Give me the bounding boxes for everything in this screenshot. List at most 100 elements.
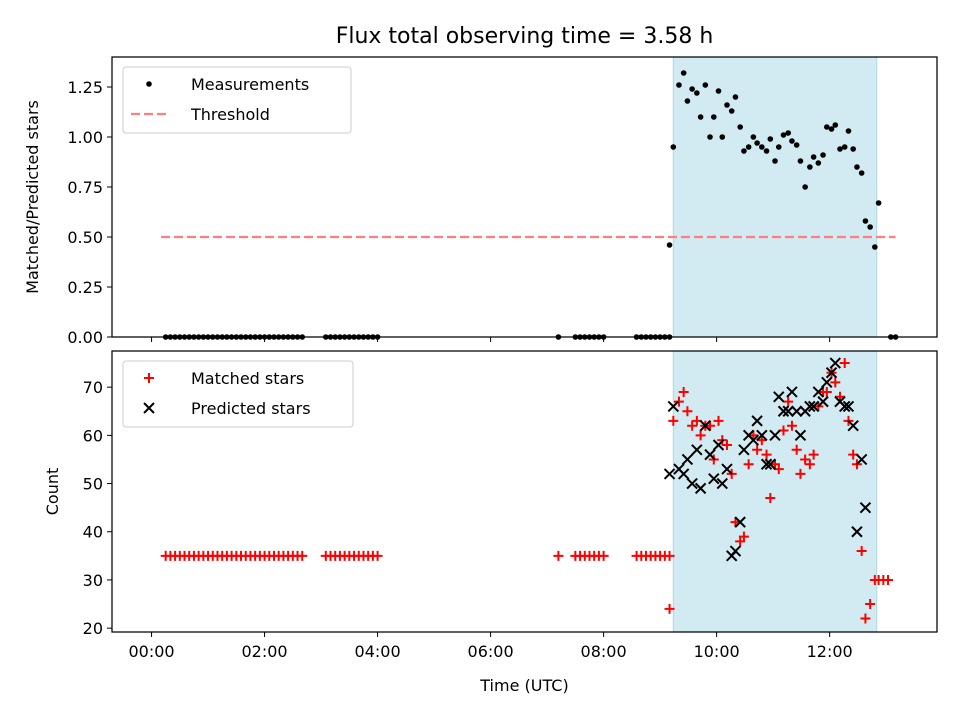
predicted-star-point xyxy=(838,400,851,413)
predicted-star-point xyxy=(667,400,680,413)
y-tick-label: 50 xyxy=(83,475,103,494)
matched-star-point xyxy=(297,550,308,561)
bottom-panel: 20 30 40 50 60 70 00:00 02:00 04:00 06:00 08:00 10… xyxy=(43,350,938,695)
predicted-star-point xyxy=(859,501,872,514)
legend-marker-measurements xyxy=(146,81,152,87)
predicted-star-point xyxy=(764,458,777,470)
matched-star-point xyxy=(883,574,894,585)
measurement-point xyxy=(728,108,735,114)
measurement-point xyxy=(745,144,752,150)
measurement-point xyxy=(670,144,677,150)
predicted-star-point xyxy=(825,366,838,379)
measurement-point xyxy=(793,142,800,148)
predicted-star-point xyxy=(855,453,868,466)
top-x-ticks xyxy=(151,337,831,342)
y-tick-label: 0.50 xyxy=(67,228,103,247)
matched-star-point xyxy=(834,391,845,402)
matched-star-point xyxy=(668,415,679,426)
x-tick-label: 00:00 xyxy=(129,642,175,661)
matched-star-point xyxy=(713,415,724,426)
matched-star-point xyxy=(687,420,698,431)
predicted-star-point xyxy=(663,468,676,480)
measurement-point xyxy=(715,88,722,94)
y-tick-label: 1.25 xyxy=(67,78,103,97)
predicted-star-point xyxy=(756,429,768,442)
matched-star-point xyxy=(761,449,772,460)
measurement-point xyxy=(684,98,691,104)
matched-star-point xyxy=(839,358,850,369)
legend-label: Threshold xyxy=(190,105,270,124)
predicted-star-point xyxy=(829,357,841,369)
predicted-star-point xyxy=(812,386,825,398)
y-tick-label: 30 xyxy=(83,571,103,590)
y-tick-label: 40 xyxy=(83,523,103,542)
matched-star-point xyxy=(795,468,806,479)
matched-star-point xyxy=(695,430,706,441)
measurement-point xyxy=(666,242,673,248)
predicted-star-point xyxy=(738,444,750,456)
measurement-point xyxy=(828,126,835,132)
predicted-star-point xyxy=(790,405,803,417)
predicted-star-point xyxy=(851,526,863,538)
bottom-x-ticks: 00:00 02:00 04:00 06:00 08:00 10:00 12:00 xyxy=(129,632,853,661)
matched-star-point xyxy=(756,435,767,446)
measurement-point xyxy=(676,82,682,88)
y-tick-label: 0.25 xyxy=(67,278,103,297)
matched-star-point xyxy=(553,550,564,561)
measurement-point xyxy=(789,138,795,144)
legend-label: Measurements xyxy=(191,75,309,94)
matched-star-point xyxy=(800,454,811,465)
top-observing-window xyxy=(672,56,878,338)
y-tick-label: 0.00 xyxy=(67,328,103,347)
measurement-point xyxy=(854,164,860,170)
predicted-star-point xyxy=(760,458,773,470)
predicted-star-point xyxy=(708,473,720,485)
predicted-star-point xyxy=(821,376,833,389)
matched-star-point xyxy=(752,444,763,455)
measurement-point xyxy=(858,170,865,176)
predicted-star-point xyxy=(729,545,742,557)
x-tick-label: 06:00 xyxy=(468,642,514,661)
matched-star-point xyxy=(664,603,675,614)
matched-star-point xyxy=(721,439,732,450)
matched-star-point xyxy=(743,459,754,470)
x-tick-label: 04:00 xyxy=(355,642,401,661)
predicted-star-point xyxy=(747,434,760,446)
measurement-point xyxy=(694,90,700,96)
matched-star-point xyxy=(804,459,815,470)
x-tick-label: 02:00 xyxy=(242,642,288,661)
predicted-star-point xyxy=(686,477,698,490)
x-axis-label: Time (UTC) xyxy=(479,676,568,695)
matched-star-point xyxy=(738,531,749,542)
predicted-star-point xyxy=(773,391,785,403)
measurement-point xyxy=(867,224,873,230)
measurement-point xyxy=(707,134,713,140)
measurement-point xyxy=(810,154,817,160)
matched-star-point xyxy=(673,396,684,407)
measurement-point xyxy=(763,148,770,154)
measurement-point xyxy=(815,160,822,166)
matched-star-point xyxy=(786,420,797,431)
y-tick-label: 1.00 xyxy=(67,128,103,147)
y-tick-label: 70 xyxy=(83,378,103,397)
matched-star-point xyxy=(821,386,832,397)
measurement-point xyxy=(710,114,717,120)
measurement-point xyxy=(785,130,791,136)
measurement-point xyxy=(741,148,747,154)
predicted-star-point xyxy=(721,463,733,475)
predicted-star-point xyxy=(681,453,694,466)
measurement-point xyxy=(802,184,808,190)
predicted-star-point xyxy=(694,482,707,495)
bottom-y-axis-label: Count xyxy=(43,468,62,516)
measurement-point xyxy=(759,144,765,150)
x-tick-label: 10:00 xyxy=(694,642,740,661)
measurement-point xyxy=(737,124,743,130)
measurement-point xyxy=(702,82,709,88)
y-tick-label: 20 xyxy=(83,619,103,638)
chart-title: Flux total observing time = 3.58 h xyxy=(336,24,714,49)
matched-star-point xyxy=(865,599,876,610)
measurement-point xyxy=(862,218,869,224)
top-plot-frame xyxy=(111,56,938,338)
matched-star-point xyxy=(664,550,675,561)
predicted-star-point xyxy=(804,400,816,413)
